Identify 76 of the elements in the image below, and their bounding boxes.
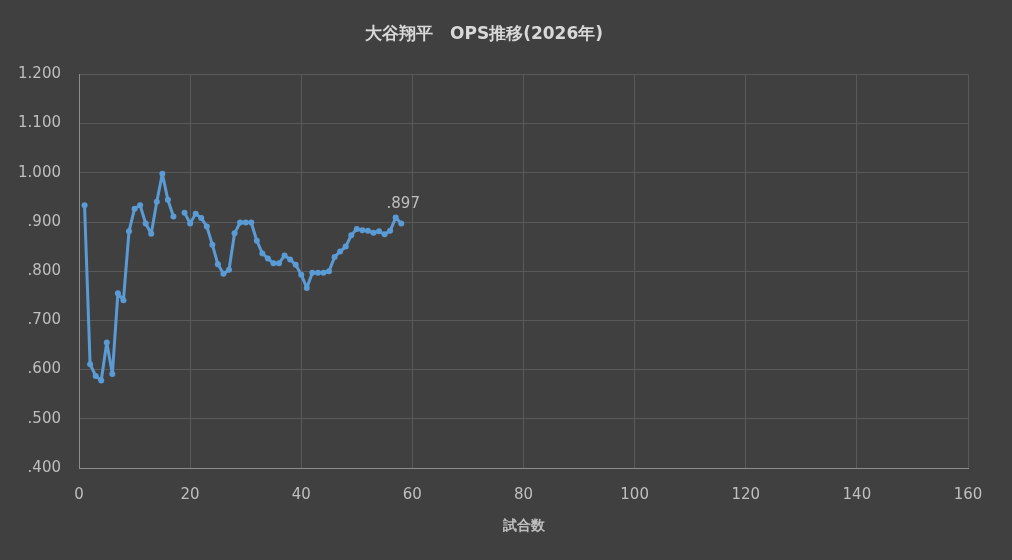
- point: [353, 225, 360, 232]
- point: [98, 377, 105, 384]
- point: [170, 213, 177, 220]
- x-tick-label: 160: [953, 484, 983, 503]
- point: [276, 260, 283, 267]
- point: [114, 290, 121, 297]
- x-tick-label: 80: [513, 484, 534, 503]
- point: [148, 230, 155, 237]
- y-tick-label: 1.200: [18, 64, 61, 83]
- point: [209, 241, 216, 248]
- point: [81, 202, 88, 209]
- y-tick-label: .400: [27, 457, 61, 476]
- point: [253, 237, 260, 244]
- x-tick-label: 40: [291, 484, 311, 503]
- point: [181, 209, 188, 216]
- point: [120, 297, 127, 304]
- data-label: .897: [386, 193, 420, 212]
- y-tick-label: .800: [27, 261, 61, 280]
- point: [326, 268, 333, 275]
- point: [142, 220, 149, 227]
- point: [359, 227, 366, 234]
- point: [387, 227, 394, 234]
- point: [337, 248, 344, 255]
- point: [203, 223, 210, 230]
- point: [198, 215, 205, 222]
- x-axis-title: 試合数: [501, 517, 546, 534]
- x-tick-label: 100: [620, 484, 649, 503]
- point: [153, 198, 160, 205]
- point: [259, 250, 266, 257]
- point: [237, 219, 244, 226]
- point: [348, 232, 355, 239]
- point: [381, 231, 388, 238]
- point: [287, 256, 294, 263]
- point: [370, 229, 377, 236]
- x-tick-label: 0: [74, 484, 84, 503]
- point: [270, 260, 277, 267]
- x-tick-label: 60: [402, 484, 422, 503]
- point: [281, 252, 288, 259]
- y-tick-label: .600: [27, 359, 61, 378]
- point: [109, 371, 116, 378]
- point: [231, 230, 238, 237]
- y-tick-label: 1.000: [18, 162, 61, 181]
- point: [292, 261, 299, 268]
- point: [298, 271, 305, 278]
- point: [220, 270, 227, 277]
- point: [131, 205, 138, 212]
- point: [364, 227, 371, 234]
- y-tick-label: .900: [27, 211, 61, 230]
- point: [87, 361, 94, 368]
- point: [92, 373, 99, 379]
- point: [309, 269, 316, 276]
- point: [164, 196, 171, 203]
- x-tick-label: 120: [731, 484, 761, 503]
- x-tick-label: 140: [842, 484, 872, 503]
- y-tick-label: .500: [27, 408, 61, 427]
- y-tick-label: .700: [27, 310, 61, 329]
- point: [214, 261, 221, 268]
- point: [192, 210, 199, 217]
- point: [320, 269, 327, 276]
- point: [137, 202, 144, 209]
- point: [376, 228, 383, 235]
- chart-title: 大谷翔平 OPS推移(2026年): [364, 22, 604, 43]
- point: [248, 219, 255, 226]
- point: [342, 243, 349, 250]
- point: [392, 214, 399, 221]
- point: [398, 220, 405, 227]
- point: [331, 253, 338, 260]
- point: [103, 339, 110, 346]
- point: [226, 266, 233, 273]
- y-tick-label: 1.100: [18, 113, 61, 132]
- point: [314, 269, 321, 276]
- point: [159, 170, 166, 177]
- point: [264, 255, 271, 262]
- x-tick-label: 20: [180, 484, 200, 503]
- point: [126, 228, 133, 235]
- point: [187, 220, 194, 227]
